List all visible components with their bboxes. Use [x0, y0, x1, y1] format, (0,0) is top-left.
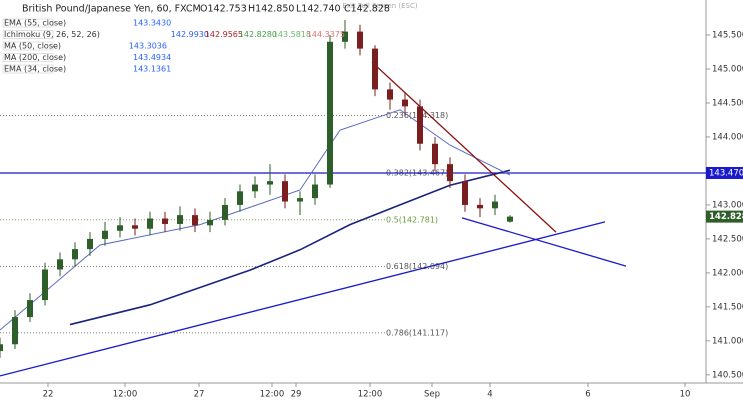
y-tick-label: 145.500: [712, 31, 743, 41]
candle-body: [357, 31, 363, 49]
indicator-value: 142.9565: [205, 30, 243, 39]
candle-body: [267, 181, 273, 185]
candle-body: [237, 191, 243, 205]
candle-body: [372, 48, 378, 90]
candle-body: [342, 31, 348, 42]
candle-body: [282, 181, 288, 202]
indicator-value: 143.3430: [133, 19, 171, 28]
candle-body: [387, 89, 393, 100]
candle-body: [402, 99, 408, 107]
candle-body: [252, 184, 258, 192]
ohlc-value: L142.740: [296, 4, 341, 15]
candle-body: [477, 204, 483, 209]
indicator-value: 144.3375: [307, 30, 345, 39]
candle-body: [12, 317, 18, 345]
last-price-label: 142.828: [709, 212, 743, 222]
candle-body: [192, 215, 198, 226]
legend-button: [2, 41, 54, 51]
candle-body: [177, 215, 183, 224]
price-tag-label: 143.470: [709, 168, 743, 178]
y-tick-label: 141.000: [712, 336, 743, 346]
x-tick-label: 12:00: [260, 390, 285, 400]
legend-button: [2, 30, 54, 39]
candle-body: [87, 238, 93, 250]
indicator-value: 143.4934: [133, 53, 171, 62]
candle-body: [102, 230, 108, 239]
candle-body: [222, 204, 228, 220]
fib-label: 0.618(142.094): [386, 262, 448, 271]
indicator-name: Ichimoku (9, 26, 52, 26): [4, 30, 100, 39]
y-tick-label: 144.500: [712, 98, 743, 108]
fib-label: 0.786(141.117): [386, 328, 448, 337]
candle-body: [507, 216, 513, 222]
candle-body: [162, 218, 168, 224]
candle-body: [492, 201, 498, 209]
candle-body: [462, 181, 468, 205]
trendline: [461, 217, 627, 267]
indicator-name: EMA (55, close): [4, 19, 66, 28]
y-tick-label: 145.000: [712, 64, 743, 74]
indicator-value: 143.5818: [273, 30, 311, 39]
y-tick-label: 141.500: [712, 302, 743, 312]
candle-body: [312, 184, 318, 199]
candle-body: [42, 269, 48, 301]
x-tick-label: 6: [585, 390, 590, 400]
indicator-name: MA (200, close): [4, 53, 66, 62]
x-tick-label: 29: [291, 390, 302, 400]
x-tick-label: 12:00: [113, 390, 138, 400]
ohlc-value: H142.850: [248, 4, 294, 15]
x-tick-label: 4: [487, 390, 492, 400]
candle-body: [147, 218, 153, 229]
indicator-value: 143.3036: [129, 42, 167, 51]
indicator-name: MA (50, close): [4, 42, 61, 51]
chart-title: British Pound/Japanese Yen, 60, FXCM: [22, 4, 201, 15]
candle-body: [132, 225, 138, 229]
indicator-line: [0, 109, 511, 331]
candle-body: [207, 219, 213, 226]
indicator-value: 142.8280: [239, 30, 277, 39]
candle-body: [297, 198, 303, 202]
x-tick-label: 10: [680, 390, 691, 400]
candle-body: [417, 106, 423, 144]
candle-body: [57, 259, 63, 270]
x-tick-label: 12:00: [358, 390, 383, 400]
indicator-value: 143.1361: [133, 65, 171, 74]
y-tick-label: 144.000: [712, 132, 743, 142]
candle-body: [0, 344, 3, 352]
indicator-value: 142.9930: [171, 30, 209, 39]
fib-label: 0.5(142.781): [386, 215, 438, 224]
candle-body: [432, 143, 438, 165]
last-price-tag: [706, 210, 743, 223]
ohlc-value: O142.753: [200, 4, 247, 15]
exit-fullscreen[interactable]: Exit Full Screen (ESC): [342, 2, 417, 10]
candle-body: [327, 41, 333, 185]
legend-button: [2, 64, 54, 74]
indicator-name: EMA (34, close): [4, 65, 66, 74]
legend-button: [2, 53, 54, 62]
y-tick-label: 143.000: [712, 200, 743, 210]
indicator-line: [69, 169, 511, 326]
y-tick-label: 140.500: [712, 370, 743, 380]
price-tag: [706, 166, 743, 179]
x-tick-label: 22: [43, 390, 54, 400]
ohlc-value: C142.828: [344, 4, 390, 15]
y-tick-label: 142.000: [712, 268, 743, 278]
x-tick-label: 27: [194, 390, 205, 400]
legend-button: [2, 18, 54, 28]
trendline: [371, 61, 557, 233]
candle-body: [72, 249, 78, 260]
trendline: [0, 221, 606, 377]
candle-body: [447, 164, 453, 182]
candle-body: [27, 300, 33, 318]
y-tick-label: 142.500: [712, 234, 743, 244]
candle-body: [117, 225, 123, 231]
x-tick-label: Sep: [424, 390, 440, 400]
